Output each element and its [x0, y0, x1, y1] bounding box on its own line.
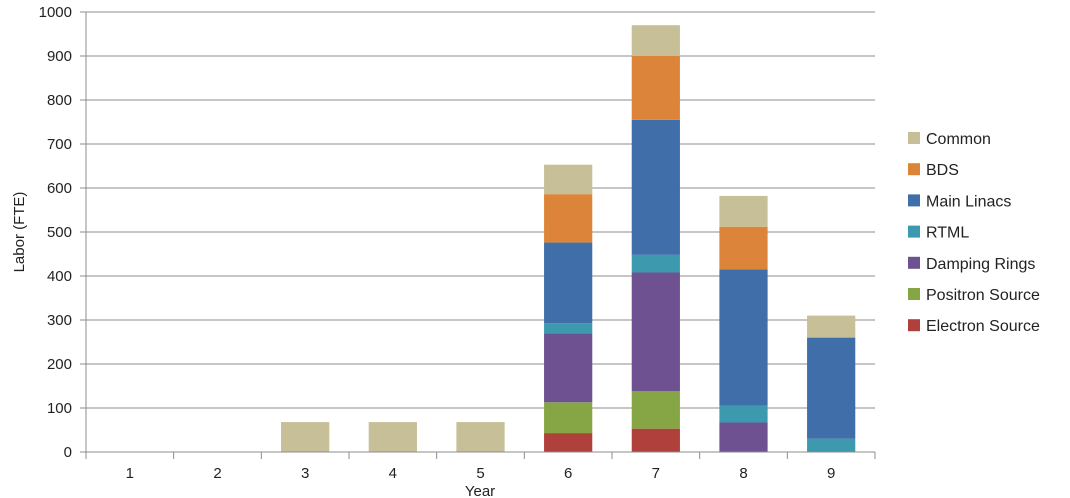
- y-tick-label: 800: [47, 92, 72, 109]
- y-tick-label: 200: [47, 356, 72, 373]
- bar-segment: [544, 194, 593, 243]
- x-tick-labels: 1 2 3 4 5 6 7 8 9: [126, 465, 836, 482]
- legend-label: Common: [926, 131, 991, 148]
- bar-segment: [544, 164, 593, 195]
- legend: Common BDS Main Linacs RTML Damping Rings Pos…: [908, 131, 1040, 335]
- legend-label: BDS: [926, 162, 959, 179]
- bar-segment: [719, 405, 768, 423]
- legend-swatch: [908, 288, 920, 300]
- legend-swatch: [908, 194, 920, 207]
- x-tick-label: 3: [301, 465, 309, 482]
- y-tick-label: 500: [47, 224, 72, 241]
- bar-segment: [281, 422, 330, 452]
- bars: [281, 25, 856, 452]
- legend-label: Main Linacs: [926, 193, 1011, 210]
- x-tick-label: 4: [389, 465, 397, 482]
- bar-segment: [719, 269, 768, 406]
- legend-swatch: [908, 132, 920, 144]
- y-tick-label: 0: [64, 444, 72, 461]
- y-tick-labels: 0 100 200 300 400 500 600 700 800 900 1000: [39, 4, 72, 461]
- bar-segment: [631, 119, 680, 255]
- legend-swatch: [908, 225, 920, 238]
- y-tick-label: 600: [47, 180, 72, 197]
- bar-segment: [631, 25, 680, 56]
- bar-segment: [631, 391, 680, 429]
- bar-segment: [719, 226, 768, 270]
- x-axis-title: Year: [465, 483, 495, 498]
- y-tick-label: 1000: [39, 4, 72, 21]
- x-tick-label: 2: [213, 465, 221, 482]
- y-tick-label: 100: [47, 400, 72, 417]
- x-tick-label: 5: [476, 465, 484, 482]
- legend-label: Positron Source: [926, 287, 1040, 304]
- bar-segment: [368, 422, 417, 452]
- x-tick-label: 8: [739, 465, 747, 482]
- bar-segment: [631, 428, 680, 452]
- y-tick-label: 700: [47, 136, 72, 153]
- bar-segment: [807, 337, 856, 439]
- bar-segment: [631, 254, 680, 273]
- y-tick-label: 900: [47, 48, 72, 65]
- y-axis-title: Labor (FTE): [11, 192, 28, 273]
- legend-label: RTML: [926, 225, 969, 242]
- gridlines: [86, 11, 875, 409]
- y-tick-label: 300: [47, 312, 72, 329]
- x-tick-label: 9: [827, 465, 835, 482]
- x-tick-label: 7: [652, 465, 660, 482]
- y-tick-label: 400: [47, 268, 72, 285]
- bar-segment: [544, 242, 593, 324]
- bar-segment: [544, 402, 593, 434]
- legend-label: Damping Rings: [926, 256, 1035, 273]
- bar-segment: [544, 333, 593, 403]
- bar-segment: [544, 433, 593, 452]
- bar-segment: [807, 438, 856, 452]
- bar-segment: [631, 272, 680, 392]
- bar-segment: [807, 315, 856, 338]
- legend-swatch: [908, 256, 920, 269]
- x-tick-label: 6: [564, 465, 572, 482]
- legend-swatch: [908, 163, 920, 176]
- bar-segment: [544, 323, 593, 334]
- bar-segment: [719, 422, 768, 452]
- axes: [80, 11, 876, 459]
- bar-segment: [719, 195, 768, 227]
- bar-segment: [456, 422, 505, 452]
- x-tick-label: 1: [126, 465, 134, 482]
- legend-label: Electron Source: [926, 318, 1040, 335]
- legend-swatch: [908, 319, 920, 332]
- bar-segment: [631, 56, 680, 120]
